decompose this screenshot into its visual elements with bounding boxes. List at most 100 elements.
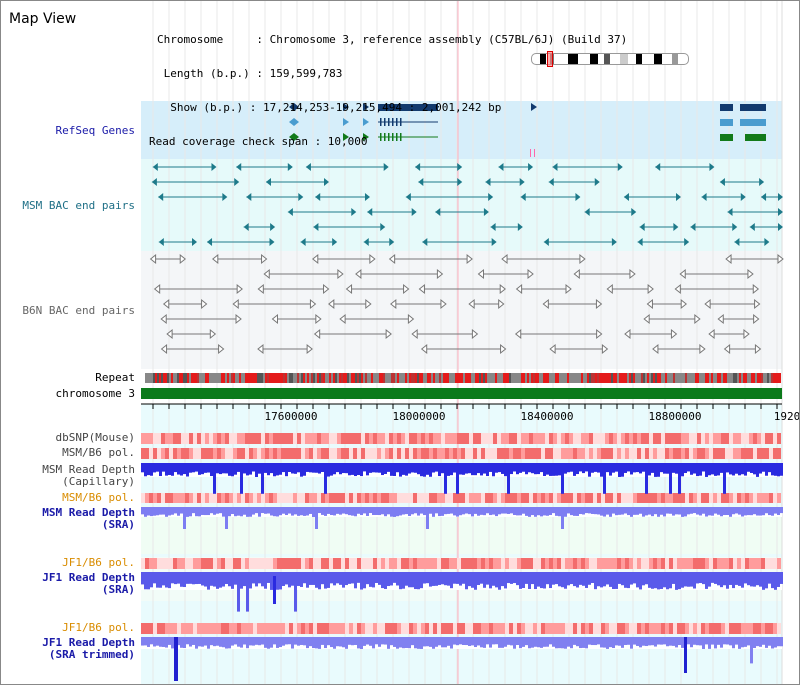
msm-sra-depth-bar: [666, 507, 669, 514]
jf1-b6-pol-2-cell: [369, 623, 373, 634]
msm-b6-pol-sra-cell: [757, 493, 761, 503]
repeat-segment: [537, 373, 539, 383]
msm-b6-pol-sra-cell: [589, 493, 593, 503]
jf1-sra-depth-bar: [504, 572, 507, 589]
jf1-trimmed-depth-bar: [690, 637, 693, 648]
track-label-msm-b6-pol[interactable]: MSM/B6 pol.: [62, 446, 135, 459]
jf1-sra-depth-bar: [693, 572, 696, 589]
msm-capillary-depth-bar: [468, 463, 471, 474]
jf1-b6-pol-cell: [777, 558, 781, 569]
jf1-sra-depth-bar: [762, 572, 765, 590]
repeat-segment: [379, 373, 381, 383]
msm-capillary-depth-bar: [627, 463, 630, 472]
jf1-sra-depth-bar: [141, 572, 144, 585]
msm-capillary-depth-bar: [321, 463, 324, 472]
track-label-jf1-b6-pol[interactable]: JF1/B6 pol.: [62, 556, 135, 569]
msm-capillary-depth-bar: [507, 463, 510, 494]
msm-capillary-depth-bar: [315, 463, 318, 473]
msm-capillary-depth-bar: [576, 463, 579, 475]
jf1-sra-depth-bar: [393, 572, 396, 583]
msm-capillary-depth-bar: [426, 463, 429, 475]
msm-capillary-depth-bar: [201, 463, 204, 475]
bac-end-marker: [778, 193, 783, 201]
jf1-b6-pol-2-cell: [685, 623, 689, 634]
jf1-trimmed-depth-bar: [615, 637, 618, 646]
track-label-jf1-read-depth-trimmed[interactable]: JF1 Read Depth (SRA trimmed): [42, 636, 135, 661]
repeat-segment: [685, 373, 687, 383]
jf1-b6-pol-cell: [485, 558, 489, 569]
track-label-dbsnp[interactable]: dbSNP(Mouse): [55, 431, 135, 444]
msm-b6-pol-cell: [393, 448, 397, 459]
jf1-trimmed-depth-bar: [669, 637, 672, 646]
msm-capillary-depth-bar: [675, 463, 678, 474]
msm-sra-depth-bar: [411, 507, 414, 515]
msm-capillary-depth-bar: [393, 463, 396, 477]
jf1-trimmed-depth-bar: [750, 637, 753, 664]
jf1-b6-pol-cell: [661, 558, 665, 569]
msm-b6-pol-sra-cell: [493, 493, 497, 503]
jf1-trimmed-depth-bar: [525, 637, 528, 646]
msm-b6-pol-sra-cell: [773, 493, 777, 503]
msm-b6-pol-cell: [185, 448, 189, 459]
msm-sra-depth-bar: [561, 507, 564, 529]
msm-b6-pol-sra-cell: [513, 493, 517, 503]
jf1-b6-pol-2-cell: [221, 623, 225, 634]
bac-end-marker: [261, 253, 268, 265]
chromosome-ideogram[interactable]: [531, 53, 689, 65]
track-label-jf1-b6-pol-2[interactable]: JF1/B6 pol.: [62, 621, 135, 634]
msm-b6-pol-cell: [629, 448, 633, 459]
track-label-msm-bac[interactable]: MSM BAC end pairs: [22, 199, 135, 212]
msm-sra-depth-bar: [159, 507, 162, 515]
dbsnp-cell: [645, 433, 649, 444]
track-label-msm-read-depth-capillary[interactable]: MSM Read Depth (Capillary): [42, 463, 135, 488]
jf1-b6-pol-2-cell: [493, 623, 497, 634]
jf1-trimmed-depth-bar: [180, 637, 183, 648]
ideogram-position-marker[interactable]: [547, 51, 553, 67]
jf1-b6-pol-cell: [453, 558, 457, 569]
bac-end-marker: [380, 223, 386, 231]
repeat-segment: [697, 373, 699, 383]
bac-end-marker: [747, 268, 754, 280]
dbsnp-cell: [537, 433, 541, 444]
msm-capillary-depth-bar: [702, 463, 705, 472]
jf1-sra-depth-bar: [531, 572, 534, 585]
jf1-trimmed-depth-bar: [618, 637, 621, 646]
track-label-b6n-bac[interactable]: B6N BAC end pairs: [22, 304, 135, 317]
jf1-sra-depth-bar: [285, 572, 288, 585]
bac-end-marker: [709, 163, 715, 171]
dbsnp-cell: [281, 433, 285, 444]
dbsnp-cell: [289, 433, 293, 444]
track-label-msm-read-depth-sra[interactable]: MSM Read Depth (SRA): [42, 506, 135, 531]
msm-sra-depth-bar: [501, 507, 504, 514]
msm-sra-depth-bar: [342, 507, 345, 514]
jf1-sra-depth-bar: [771, 572, 774, 589]
msm-b6-pol-cell: [581, 448, 585, 459]
msm-sra-depth-bar: [432, 507, 435, 517]
jf1-b6-pol-2-cell: [689, 623, 693, 634]
dbsnp-cell: [601, 433, 605, 444]
jf1-sra-depth-bar: [600, 572, 603, 588]
jf1-b6-pol-2-cell: [165, 623, 169, 634]
bac-end-marker: [309, 298, 317, 310]
msm-sra-depth-bar: [711, 507, 714, 516]
jf1-trimmed-depth-bar: [336, 637, 339, 647]
track-label-msm-b6-pol-sra[interactable]: MSM/B6 pol.: [62, 491, 135, 504]
jf1-b6-pol-cell: [501, 558, 505, 569]
track-label-refseq[interactable]: RefSeq Genes: [55, 124, 135, 137]
msm-sra-depth-bar: [147, 507, 150, 516]
msm-b6-pol-cell: [537, 448, 541, 459]
repeat-segment: [705, 373, 707, 383]
jf1-b6-pol-cell: [361, 558, 365, 569]
msm-b6-pol-cell: [493, 448, 497, 459]
track-label-jf1-read-depth-sra[interactable]: JF1 Read Depth (SRA): [42, 571, 135, 596]
jf1-b6-pol-cell: [393, 558, 397, 569]
jf1-sra-depth-bar: [165, 572, 168, 588]
jf1-b6-pol-2-cell: [257, 623, 261, 634]
jf1-sra-depth-bar: [543, 572, 546, 589]
jf1-trimmed-depth-bar: [330, 637, 333, 648]
jf1-trimmed-depth-bar: [333, 637, 336, 649]
jf1-b6-pol-2-cell: [585, 623, 589, 634]
bac-end-marker: [388, 253, 396, 265]
bac-end-marker: [676, 193, 682, 201]
depth-spike: [174, 637, 178, 681]
